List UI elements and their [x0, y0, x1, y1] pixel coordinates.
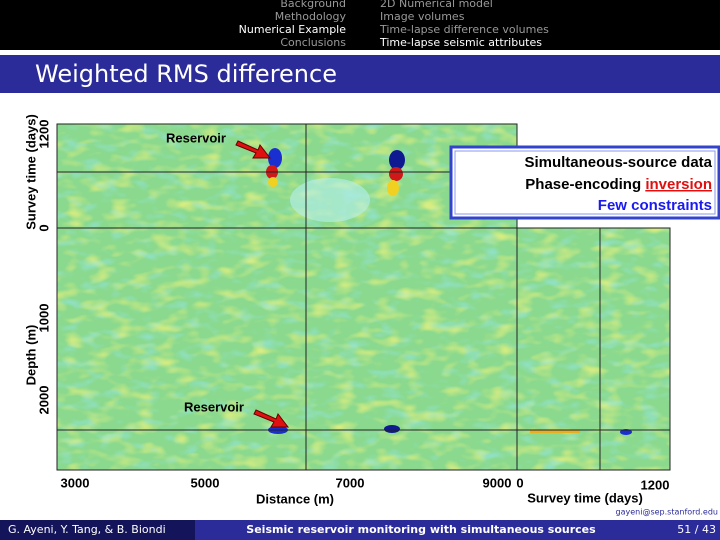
- tick-label: 3000: [61, 475, 90, 490]
- nav-section[interactable]: Conclusions: [280, 36, 346, 49]
- anomaly: [384, 425, 400, 433]
- box-line: Simultaneous-source data: [524, 154, 712, 171]
- tick-label: 9000: [483, 475, 512, 490]
- tick-label: 7000: [336, 475, 365, 490]
- nav-subsection[interactable]: Time-lapse seismic attributes: [379, 36, 542, 49]
- anomaly: [290, 178, 370, 222]
- info-box-inner: [454, 150, 716, 215]
- axis-label: Survey time (days): [23, 114, 38, 230]
- nav-section[interactable]: Background: [280, 0, 346, 10]
- anomaly: [268, 148, 282, 168]
- panel-frame: [516, 227, 671, 471]
- nav-subsection[interactable]: Image volumes: [380, 10, 465, 23]
- box-text: Phase-encoding: [525, 176, 641, 193]
- box-highlight: inversion: [645, 176, 712, 193]
- tick-label: 5000: [191, 475, 220, 490]
- slide-title: Weighted RMS difference: [35, 60, 337, 88]
- footer-authors: G. Ayeni, Y. Tang, & B. Biondi: [8, 523, 166, 536]
- box-line: Phase-encoding inversion: [525, 176, 712, 193]
- texture: [57, 124, 517, 470]
- tick-label: 2000: [36, 386, 51, 415]
- title-bar: [0, 55, 720, 93]
- axis-label: Distance (m): [256, 491, 334, 506]
- footer-right: [195, 520, 720, 540]
- tick-label: 0: [36, 224, 51, 231]
- texture: [517, 228, 670, 470]
- header-bar: [0, 0, 720, 50]
- box-line: Few constraints: [598, 197, 712, 214]
- footer-left: [0, 520, 195, 540]
- page-number: 51 / 43: [677, 523, 716, 536]
- tick-label: 1200: [36, 120, 51, 149]
- tick-label: 0: [516, 475, 523, 490]
- info-box: [449, 145, 720, 220]
- anomaly: [389, 150, 405, 170]
- anomaly: [268, 177, 278, 187]
- nav-subsection[interactable]: 2D Numerical model: [380, 0, 493, 10]
- nav-section[interactable]: Methodology: [275, 10, 347, 23]
- nav-section[interactable]: Numerical Example: [239, 23, 347, 36]
- annotation: Reservoir: [184, 399, 244, 414]
- axis-label: Survey time (days): [527, 490, 643, 505]
- seismic-image: [56, 123, 671, 471]
- nav-subsection[interactable]: Time-lapse difference volumes: [379, 23, 549, 36]
- footer-talk: Seismic reservoir monitoring with simult…: [246, 523, 596, 536]
- tick-label: 1000: [36, 304, 51, 333]
- anomaly: [387, 180, 399, 196]
- arrow: [253, 409, 290, 428]
- axis-label: Depth (m): [23, 325, 38, 386]
- arrow: [235, 140, 272, 159]
- anomaly: [389, 167, 403, 181]
- anomaly: [530, 430, 580, 433]
- annotation: Reservoir: [166, 130, 226, 145]
- tick-label: 1200: [641, 477, 670, 492]
- email: gayeni@sep.stanford.edu: [616, 508, 718, 517]
